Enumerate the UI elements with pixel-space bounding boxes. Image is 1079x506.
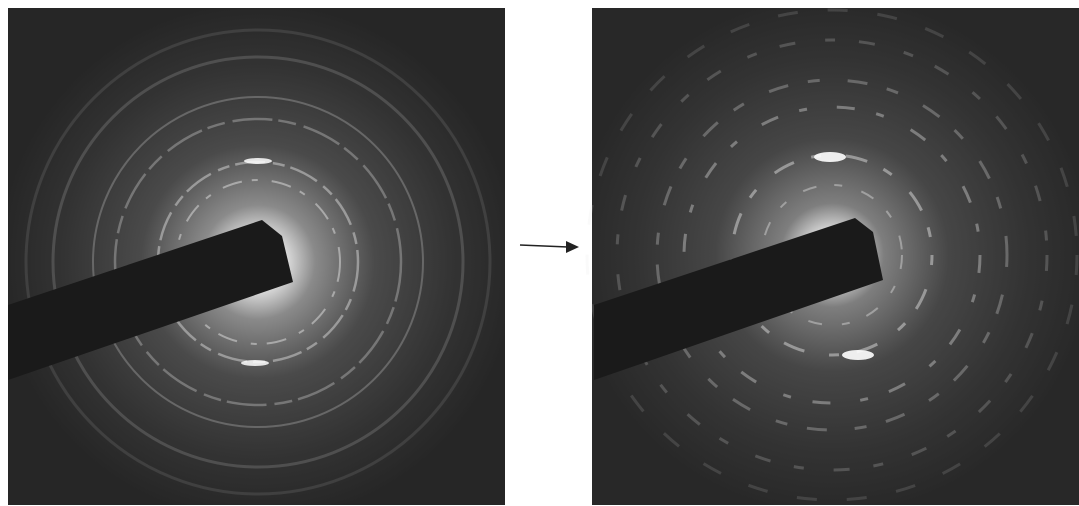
- diffraction-pattern-right: [585, 8, 1079, 505]
- ring: [615, 38, 1049, 472]
- spot: [241, 360, 269, 366]
- spot: [814, 152, 846, 162]
- ring: [92, 96, 424, 428]
- spot: [842, 350, 874, 360]
- diffraction-pattern-left: [8, 8, 505, 505]
- spot: [244, 158, 272, 164]
- arrow-shaft: [519, 244, 569, 248]
- ring: [682, 105, 982, 405]
- arrow-head: [566, 241, 579, 253]
- beam-stop: [8, 220, 293, 380]
- ring: [51, 55, 465, 469]
- ring: [655, 78, 1009, 432]
- rings: [585, 8, 1079, 502]
- ring: [730, 153, 934, 357]
- ring: [113, 117, 403, 407]
- ring: [24, 28, 492, 496]
- arrow: [519, 241, 579, 253]
- beam-stop: [594, 218, 883, 380]
- ring: [585, 8, 1079, 502]
